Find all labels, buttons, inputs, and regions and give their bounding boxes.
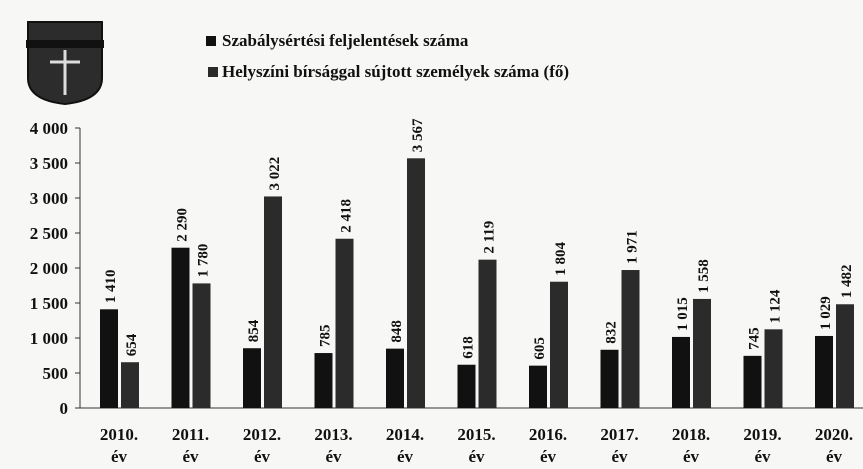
bar xyxy=(601,350,619,408)
value-label: 1 410 xyxy=(103,270,119,304)
value-label: 848 xyxy=(389,320,405,343)
value-label: 2 290 xyxy=(175,208,191,242)
value-label: 618 xyxy=(461,336,477,359)
legend-label: Szabálysértési feljelentések száma xyxy=(222,31,469,50)
legend-label: Helyszíni bírsággal sújtott személyek sz… xyxy=(222,62,569,81)
value-label: 605 xyxy=(532,337,548,360)
y-tick-label: 0 xyxy=(60,399,69,418)
bar xyxy=(550,282,568,408)
bar xyxy=(815,336,833,408)
bar xyxy=(172,248,190,408)
bar xyxy=(672,337,690,408)
bar xyxy=(693,299,711,408)
value-label: 1 780 xyxy=(196,244,212,278)
bar xyxy=(529,366,547,408)
chart: 0 500 1 000 1 500 2 000 2 500 3 000 3 500 4 000 S… xyxy=(0,0,863,469)
y-tick-label: 2 500 xyxy=(30,224,68,243)
value-label: 2 119 xyxy=(482,221,498,254)
bar xyxy=(315,353,333,408)
x-tick-label: 2012. év xyxy=(237,424,287,468)
x-tick-label: 2010. év xyxy=(94,424,144,468)
bar xyxy=(836,304,854,408)
logo xyxy=(26,22,104,104)
value-label: 2 418 xyxy=(339,199,355,233)
x-tick-label: 2014. év xyxy=(380,424,430,468)
bar xyxy=(121,362,139,408)
bar xyxy=(243,348,261,408)
bar xyxy=(622,270,640,408)
bar xyxy=(264,196,282,408)
y-tick-label: 2 000 xyxy=(30,259,68,278)
value-label: 1 029 xyxy=(818,296,834,330)
bar xyxy=(479,260,497,408)
x-tick-label: 2019. év xyxy=(738,424,788,468)
value-label: 3 567 xyxy=(410,118,426,152)
legend-swatch xyxy=(208,67,218,77)
y-tick-label: 500 xyxy=(43,364,69,383)
legend-swatch xyxy=(206,36,216,46)
value-label: 854 xyxy=(246,319,262,342)
y-tick-label: 4 000 xyxy=(30,119,68,138)
value-label: 3 022 xyxy=(267,157,283,191)
x-tick-label: 2016. év xyxy=(523,424,573,468)
bar xyxy=(458,365,476,408)
bar xyxy=(386,349,404,408)
value-label: 745 xyxy=(747,327,763,350)
y-tick-label: 1 500 xyxy=(30,294,68,313)
value-label: 1 482 xyxy=(839,265,855,299)
y-tick-label: 1 000 xyxy=(30,329,68,348)
value-label: 832 xyxy=(604,321,620,344)
value-label: 1 124 xyxy=(768,289,784,323)
bar xyxy=(407,158,425,408)
value-label: 1 558 xyxy=(696,259,712,293)
value-label: 1 015 xyxy=(675,297,691,331)
value-label: 1 971 xyxy=(625,230,641,264)
bar xyxy=(336,239,354,408)
x-tick-label: 2011. év xyxy=(166,424,216,468)
x-tick-label: 2015. év xyxy=(452,424,502,468)
bar xyxy=(193,283,211,408)
chart-svg: 0 500 1 000 1 500 2 000 2 500 3 000 3 500 4 000 S… xyxy=(0,0,863,469)
y-tick-label: 3 000 xyxy=(30,189,68,208)
x-tick-label: 2020. év xyxy=(809,424,859,468)
y-tick-label: 3 500 xyxy=(30,154,68,173)
value-label: 654 xyxy=(124,333,140,356)
value-label: 785 xyxy=(318,325,334,348)
bar xyxy=(765,329,783,408)
x-tick-label: 2018. év xyxy=(666,424,716,468)
bar xyxy=(100,309,118,408)
x-tick-label: 2017. év xyxy=(595,424,645,468)
value-label: 1 804 xyxy=(553,241,569,275)
bar xyxy=(744,356,762,408)
x-tick-label: 2013. év xyxy=(309,424,359,468)
